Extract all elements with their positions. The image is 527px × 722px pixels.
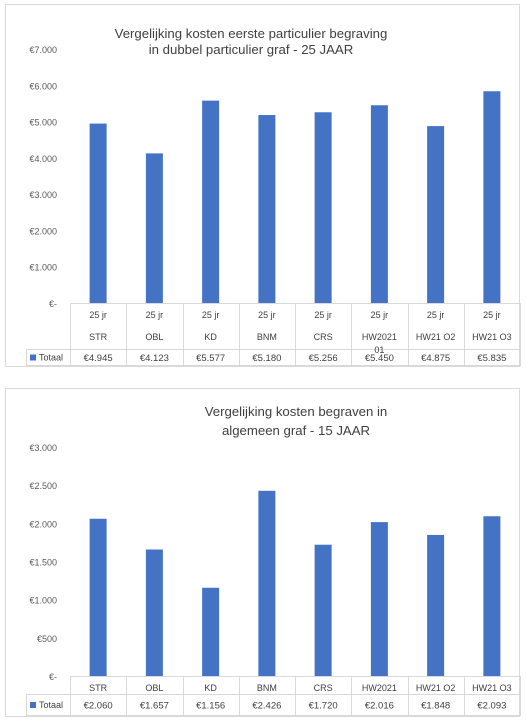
chart-title-line: Vergelijking kosten eerste particulier b… bbox=[115, 26, 388, 41]
chart-panel-1: Vergelijking kosten eerste particulier b… bbox=[5, 4, 521, 367]
data-value-label: €2.426 bbox=[252, 701, 281, 712]
x-category-label: STR bbox=[89, 683, 108, 693]
y-tick-label: €1.500 bbox=[29, 558, 57, 568]
x-category-label: 25 jr bbox=[89, 310, 107, 320]
bar-6 bbox=[370, 522, 388, 676]
x-category-label: KD bbox=[204, 683, 217, 693]
y-tick-label: €500 bbox=[37, 634, 57, 644]
y-tick-label: €5.000 bbox=[29, 118, 57, 128]
data-value-label: €1.657 bbox=[140, 701, 169, 712]
data-value-label: €2.060 bbox=[84, 701, 113, 712]
bar-chart-15-jaar: Vergelijking kosten begraven in algemeen … bbox=[26, 404, 521, 716]
x-category-label: 25 jr bbox=[483, 310, 501, 320]
legend-series-name: Totaal bbox=[39, 353, 63, 363]
y-tick-label: €4.000 bbox=[29, 154, 57, 164]
y-tick-label: €3.000 bbox=[29, 443, 57, 453]
x-category-label: HW21 O2 bbox=[416, 332, 456, 342]
y-tick-label: €- bbox=[49, 299, 57, 309]
data-value-label: €5.835 bbox=[477, 353, 506, 364]
x-category-label: 25 jr bbox=[371, 310, 389, 320]
data-value-label: €1.848 bbox=[421, 701, 450, 712]
x-category-label: CRS bbox=[314, 332, 333, 342]
y-tick-label: €7.000 bbox=[29, 45, 57, 55]
data-value-label: €5.180 bbox=[252, 353, 281, 364]
y-tick-label: €2.500 bbox=[29, 481, 57, 491]
x-category-label: 25 jr bbox=[314, 310, 332, 320]
x-category-label: BNM bbox=[257, 332, 277, 342]
chart-title-line: Vergelijking kosten begraven in bbox=[205, 404, 388, 419]
data-value-label: €5.577 bbox=[196, 353, 225, 364]
data-value-label: €2.016 bbox=[365, 701, 394, 712]
x-category-label: BNM bbox=[257, 683, 277, 693]
x-category-label: HW21 O2 bbox=[416, 683, 456, 693]
data-value-label: €4.123 bbox=[140, 353, 169, 364]
x-category-label: 25 jr bbox=[258, 310, 276, 320]
y-tick-label: €2.000 bbox=[29, 226, 57, 236]
legend-swatch bbox=[30, 702, 36, 708]
x-category-label: HW21 O3 bbox=[472, 683, 512, 693]
x-category-label: KD bbox=[204, 332, 217, 342]
data-value-label: €1.156 bbox=[196, 701, 225, 712]
bar-7 bbox=[427, 534, 445, 676]
data-value-label: €4.875 bbox=[421, 353, 450, 364]
bar-8 bbox=[483, 516, 501, 676]
x-category-label: OBL bbox=[145, 683, 163, 693]
chart-title-line: algemeen graf - 15 JAAR bbox=[222, 423, 370, 438]
y-tick-label: €2.000 bbox=[29, 519, 57, 529]
bar-4 bbox=[258, 115, 276, 303]
chart-panel-2: Vergelijking kosten begraven in algemeen … bbox=[5, 388, 521, 717]
x-category-label: STR bbox=[89, 332, 108, 342]
data-value-label: €4.945 bbox=[84, 353, 113, 364]
data-value-label: €5.450 bbox=[365, 353, 394, 364]
legend-series-name: Totaal bbox=[39, 700, 63, 710]
y-tick-label: €1.000 bbox=[29, 596, 57, 606]
legend-swatch bbox=[30, 354, 36, 361]
x-category-label: HW2021 bbox=[362, 332, 397, 342]
bar-6 bbox=[370, 105, 388, 303]
x-category-label: CRS bbox=[314, 683, 333, 693]
x-category-label: HW21 O3 bbox=[472, 332, 512, 342]
y-tick-label: €6.000 bbox=[29, 81, 57, 91]
x-category-label: 25 jr bbox=[146, 310, 164, 320]
bar-4 bbox=[258, 490, 276, 676]
bar-1 bbox=[89, 123, 107, 304]
y-tick-label: €1.000 bbox=[29, 263, 57, 273]
bar-2 bbox=[145, 549, 163, 676]
bar-chart-25-jaar: Vergelijking kosten eerste particulier b… bbox=[26, 26, 521, 366]
bar-7 bbox=[427, 126, 445, 303]
y-tick-label: €3.000 bbox=[29, 190, 57, 200]
x-category-label: 25 jr bbox=[427, 310, 445, 320]
x-category-label: OBL bbox=[145, 332, 163, 342]
data-value-label: €2.093 bbox=[477, 701, 506, 712]
bar-2 bbox=[145, 153, 163, 303]
bar-3 bbox=[202, 587, 220, 676]
x-category-label: 01 bbox=[374, 345, 384, 355]
bar-5 bbox=[314, 112, 332, 303]
bar-8 bbox=[483, 91, 501, 303]
data-value-label: €1.720 bbox=[309, 701, 338, 712]
bar-5 bbox=[314, 544, 332, 676]
bar-1 bbox=[89, 518, 107, 676]
chart-title-line: in dubbel particulier graf - 25 JAAR bbox=[149, 42, 354, 57]
x-category-label: 25 jr bbox=[202, 310, 220, 320]
data-value-label: €5.256 bbox=[309, 353, 338, 364]
bar-3 bbox=[202, 100, 220, 303]
x-category-label: HW2021 bbox=[362, 683, 397, 693]
y-tick-label: €- bbox=[49, 672, 57, 682]
